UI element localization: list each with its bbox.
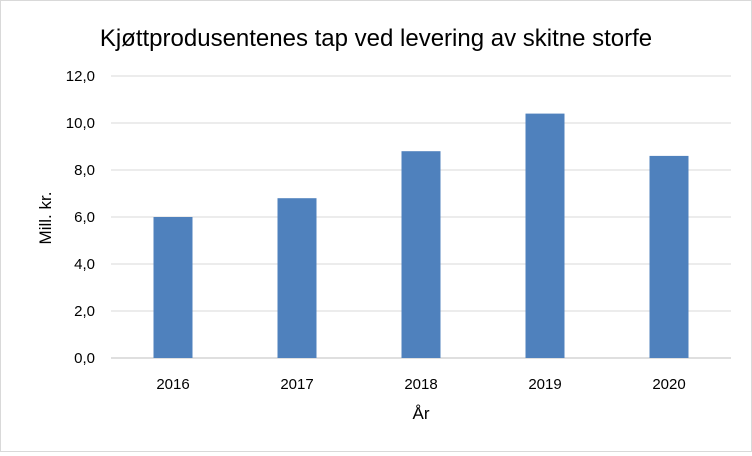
bar-2020 xyxy=(649,155,689,358)
y-tick-label: 4,0 xyxy=(74,256,95,273)
x-tick-label: 2017 xyxy=(280,376,313,393)
bars xyxy=(153,113,689,358)
bar-2018 xyxy=(401,151,441,358)
y-axis-label: Mill. kr. xyxy=(36,192,55,245)
y-tick-label: 2,0 xyxy=(74,303,95,320)
y-axis-ticks: 0,0 2,0 4,0 6,0 8,0 10,0 12,0 xyxy=(66,68,95,367)
y-tick-label: 10,0 xyxy=(66,115,95,132)
x-tick-label: 2016 xyxy=(156,376,189,393)
bar-2019 xyxy=(525,113,565,358)
y-tick-label: 12,0 xyxy=(66,68,95,85)
bar-2016 xyxy=(153,217,193,358)
x-tick-label: 2018 xyxy=(404,376,437,393)
x-tick-label: 2019 xyxy=(528,376,561,393)
y-tick-label: 8,0 xyxy=(74,162,95,179)
y-tick-label: 0,0 xyxy=(74,350,95,367)
x-axis-label: År xyxy=(413,404,430,423)
y-tick-label: 6,0 xyxy=(74,209,95,226)
x-tick-label: 2020 xyxy=(652,376,685,393)
x-axis-ticks: 2016 2017 2018 2019 2020 xyxy=(156,376,685,393)
chart-title: Kjøttprodusentenes tap ved levering av s… xyxy=(100,25,652,52)
bar-2017 xyxy=(277,198,317,358)
